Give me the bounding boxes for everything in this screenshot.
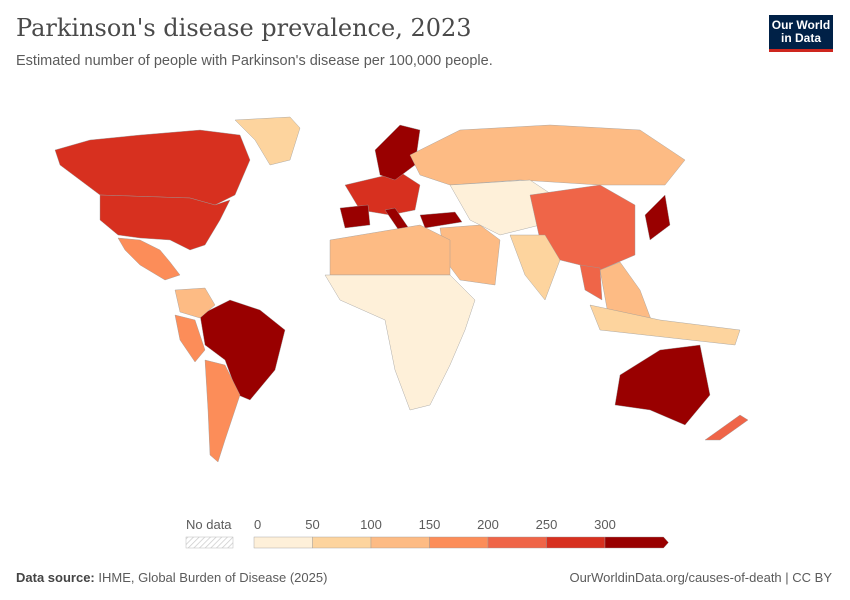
source-text: IHME, Global Burden of Disease (2025) [98, 570, 328, 585]
legend-no-data-label: No data [186, 517, 232, 532]
country-spain[interactable]: Spain [339, 204, 371, 229]
data-source: Data source: IHME, Global Burden of Dise… [16, 570, 327, 585]
world-map: CanadaUnited StatesMexico Greenland Brazil… [54, 116, 749, 463]
country-sweden[interactable]: Sweden [374, 124, 421, 181]
chart-title: Parkinson's disease prevalence, 2023 [16, 14, 472, 42]
country-united-states[interactable]: United States [99, 194, 231, 251]
country-thailand[interactable]: Thailand [579, 264, 603, 301]
legend-bin[interactable] [312, 536, 372, 549]
legend-bin[interactable] [487, 536, 547, 549]
legend-tick: 150 [419, 517, 441, 532]
legend-bin[interactable] [604, 536, 669, 549]
legend-bin[interactable] [546, 536, 606, 549]
source-label: Data source: [16, 570, 95, 585]
legend-no-data-swatch[interactable] [185, 536, 234, 549]
chart-subtitle: Estimated number of people with Parkinso… [16, 53, 493, 69]
country-turkey[interactable]: Turkey [419, 211, 463, 229]
country-mexico[interactable]: Mexico [117, 237, 181, 281]
owid-logo[interactable]: Our World in Data [769, 15, 833, 52]
country-indonesia[interactable]: Indonesia [589, 304, 741, 346]
country-colombia[interactable]: Colombia [174, 287, 216, 319]
legend-tick: 100 [360, 517, 382, 532]
country-north-africa[interactable]: North Africa [329, 224, 451, 276]
country-russia[interactable]: Russia [409, 124, 686, 186]
legend-tick: 200 [477, 517, 499, 532]
country-brazil[interactable]: Brazil [199, 299, 286, 401]
legend-tick: 250 [536, 517, 558, 532]
source-link[interactable]: OurWorldinData.org/causes-of-death | CC … [569, 570, 832, 585]
country-peru[interactable]: Peru [174, 314, 206, 363]
country-sub-saharan-africa[interactable]: Sub-Saharan Africa [324, 274, 476, 411]
legend-bin[interactable] [429, 536, 489, 549]
country-canada[interactable]: Canada [54, 129, 251, 206]
country-argentina[interactable]: Argentina [204, 359, 241, 463]
legend-tick: 0 [254, 517, 261, 532]
logo-text: Our World in Data [771, 18, 831, 45]
country-new-zealand[interactable]: New Zealand [704, 414, 749, 441]
country-australia[interactable]: Australia [614, 344, 711, 426]
legend-bin[interactable] [370, 536, 430, 549]
legend-tick: 50 [305, 517, 319, 532]
legend: No data 0 50 100 150 200 250 300 [185, 517, 669, 549]
country-japan[interactable]: Japan [644, 194, 671, 241]
legend-tick: 300 [594, 517, 616, 532]
country-india[interactable]: India [509, 234, 561, 301]
legend-bin[interactable] [253, 536, 313, 549]
country-greenland[interactable]: Greenland [234, 116, 301, 166]
